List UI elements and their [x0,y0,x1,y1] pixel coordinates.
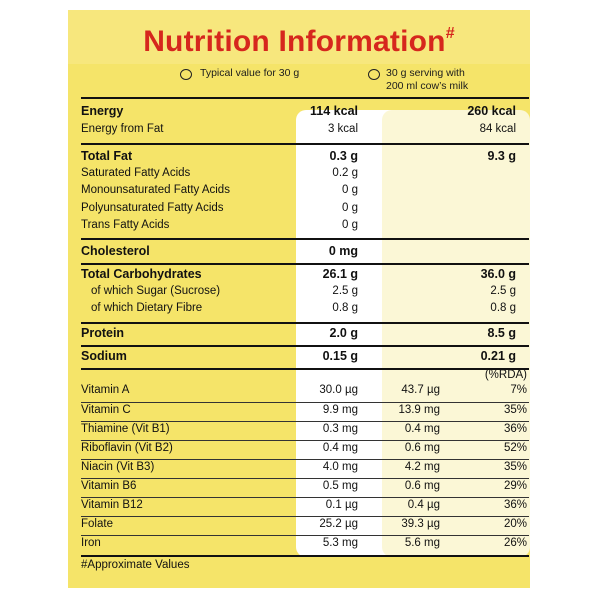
rule-divider [81,143,529,145]
row-rda-percent: 35% [503,404,527,416]
row-value-1: 30.0 µg [319,384,358,396]
row-rda-percent: 35% [503,461,527,473]
row-value-1: 0 g [342,184,358,196]
row-value-1: 5.3 mg [322,537,358,549]
row-label: Folate [81,518,113,530]
row-value-2: 0.21 g [480,349,516,363]
row-value-2: 0.8 g [490,302,516,314]
row-value-2: 0.4 mg [404,423,440,435]
rule-divider [81,368,529,370]
rda-header: (%RDA) [484,369,527,381]
row-value-2: 0.4 µg [407,499,440,511]
row-label: Iron [81,537,101,549]
row-value-1: 0.8 g [332,302,358,314]
rule-thin [81,478,529,479]
rule-thin [81,459,529,460]
legend-col2-line2: 200 ml cow’s milk [386,80,469,92]
row-label: Polyunsaturated Fatty Acids [81,202,224,214]
row-value-1: 0 g [342,219,358,231]
row-value-1: 0.3 g [329,149,359,163]
rule-divider [81,263,529,265]
row-value-1: 2.5 g [332,285,358,297]
rule-thin [81,421,529,422]
row-value-1: 0 g [342,202,358,214]
row-value-1: 0 mg [328,244,358,258]
row-value-1: 0.5 mg [322,480,358,492]
row-label: Vitamin B12 [81,499,143,511]
row-value-2: 13.9 mg [398,404,440,416]
row-label: Vitamin B6 [81,480,137,492]
column-with-milk-background [382,110,530,557]
row-value-1: 25.2 µg [319,518,358,530]
row-value-2: 5.6 mg [404,537,440,549]
row-label: Total Carbohydrates [81,267,202,281]
rule-divider [81,322,529,324]
row-value-1: 0.2 g [332,167,358,179]
row-label: Saturated Fatty Acids [81,167,191,179]
row-label: Riboflavin (Vit B2) [81,442,173,454]
rule-divider [81,345,529,347]
row-value-1: 2.0 g [329,326,359,340]
rule-top [81,97,529,99]
row-label: of which Dietary Fibre [91,302,203,314]
row-value-2: 39.3 µg [401,518,440,530]
row-rda-percent: 26% [503,537,527,549]
row-label: Monounsaturated Fatty Acids [81,184,230,196]
row-value-1: 9.9 mg [322,404,358,416]
row-label: Protein [81,326,125,340]
title-mark: # [445,25,455,42]
row-label: Total Fat [81,149,133,163]
row-value-1: 3 kcal [327,123,358,135]
row-value-2: 84 kcal [479,123,516,135]
row-value-2: 4.2 mg [404,461,440,473]
legend-col1: Typical value for 30 g [200,67,300,79]
row-value-2: 36.0 g [480,267,516,281]
row-label: Energy [81,104,124,118]
rule-thin [81,440,529,441]
row-label: Sodium [81,349,127,363]
row-label: Niacin (Vit B3) [81,461,155,473]
row-value-1: 0.3 mg [322,423,358,435]
rule-divider [81,238,529,240]
rule-thin [81,535,529,536]
row-rda-percent: 52% [503,442,527,454]
legend-circle-2-icon [368,69,380,80]
row-value-1: 4.0 mg [322,461,358,473]
row-value-2: 43.7 µg [401,384,440,396]
row-rda-percent: 36% [503,423,527,435]
row-rda-percent: 29% [503,480,527,492]
legend-circle-1-icon [180,69,192,80]
row-value-1: 26.1 g [322,267,358,281]
rule-thin [81,402,529,403]
legend-col2-line1: 30 g serving with [386,67,465,79]
panel-title: Nutrition Information# [143,25,455,58]
row-value-2: 260 kcal [467,104,516,118]
row-value-1: 0.15 g [322,349,358,363]
row-value-2: 9.3 g [487,149,517,163]
row-rda-percent: 20% [503,518,527,530]
row-value-2: 2.5 g [490,285,516,297]
row-value-2: 0.6 mg [404,480,440,492]
rule-thin [81,497,529,498]
rule-thin [81,516,529,517]
row-rda-percent: 36% [503,499,527,511]
row-rda-percent: 7% [510,384,527,396]
row-label: Thiamine (Vit B1) [81,423,170,435]
row-value-2: 8.5 g [487,326,517,340]
row-value-1: 0.1 µg [325,499,358,511]
row-value-2: 0.6 mg [404,442,440,454]
footnote: #Approximate Values [81,559,190,571]
title-band [68,10,530,64]
row-label: Cholesterol [81,244,150,258]
row-label: of which Sugar (Sucrose) [91,285,221,297]
nutrition-panel: Nutrition Information# Typical value for… [68,10,530,588]
rule-bottom [81,555,529,557]
row-value-1: 0.4 mg [322,442,358,454]
row-label: Vitamin C [81,404,131,416]
row-label: Trans Fatty Acids [81,219,170,231]
row-label: Vitamin A [81,384,130,396]
row-value-1: 114 kcal [310,104,358,118]
row-label: Energy from Fat [81,123,164,135]
